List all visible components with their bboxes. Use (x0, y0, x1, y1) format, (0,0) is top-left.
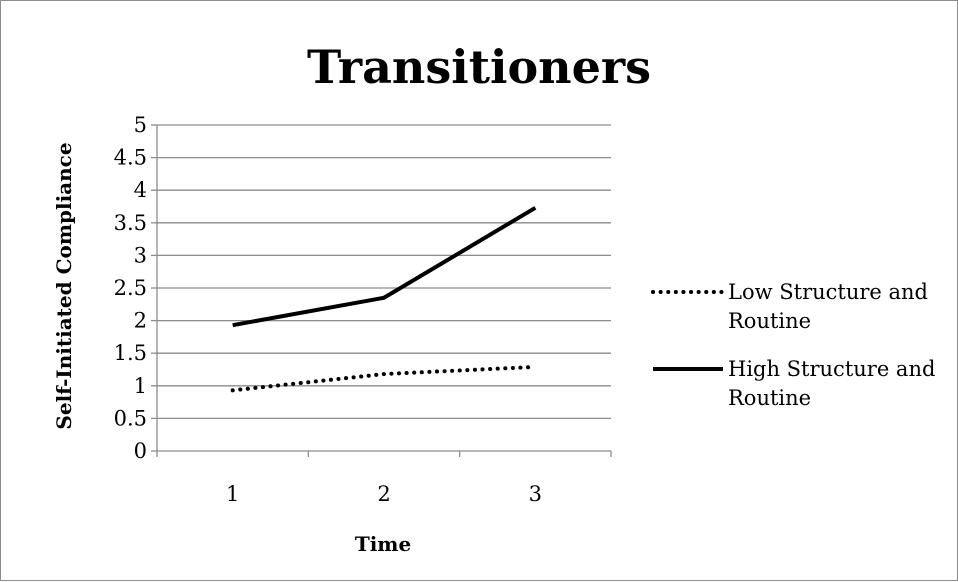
series-line-low-structure (233, 367, 536, 390)
chart-title: Transitioners (307, 40, 651, 94)
x-axis-title: Time (355, 532, 411, 556)
x-axis-tick-labels: 1 2 3 (226, 482, 542, 506)
y-tick-label: 0 (134, 439, 147, 463)
y-tick-label: 0.5 (114, 406, 147, 430)
y-tick-label: 3.5 (114, 211, 147, 235)
y-tick-label: 1 (134, 374, 147, 398)
series-line-high-structure (233, 208, 536, 325)
y-axis-title: Self-Initiated Compliance (52, 142, 76, 429)
x-tick-label: 1 (226, 482, 239, 506)
legend-label: Low Structure and (728, 280, 928, 304)
y-tick-label: 4 (134, 178, 147, 202)
legend-label: Routine (728, 309, 811, 333)
y-axis-tick-labels: 0 0.5 1 1.5 2 2.5 3 3.5 4 4.5 5 (114, 113, 147, 463)
y-tick-label: 3 (134, 243, 147, 267)
y-tick-label: 4.5 (114, 146, 147, 170)
legend: Low Structure and Routine High Structure a… (653, 280, 935, 410)
y-tick-label: 2 (134, 309, 147, 333)
legend-label: High Structure and (728, 357, 935, 381)
legend-label: Routine (728, 386, 811, 410)
axes (151, 125, 611, 457)
x-tick-label: 3 (529, 482, 542, 506)
y-tick-label: 1.5 (114, 341, 147, 365)
x-tick-label: 2 (377, 482, 390, 506)
y-tick-label: 5 (134, 113, 147, 137)
series-lines (233, 208, 536, 391)
y-tick-label: 2.5 (114, 276, 147, 300)
